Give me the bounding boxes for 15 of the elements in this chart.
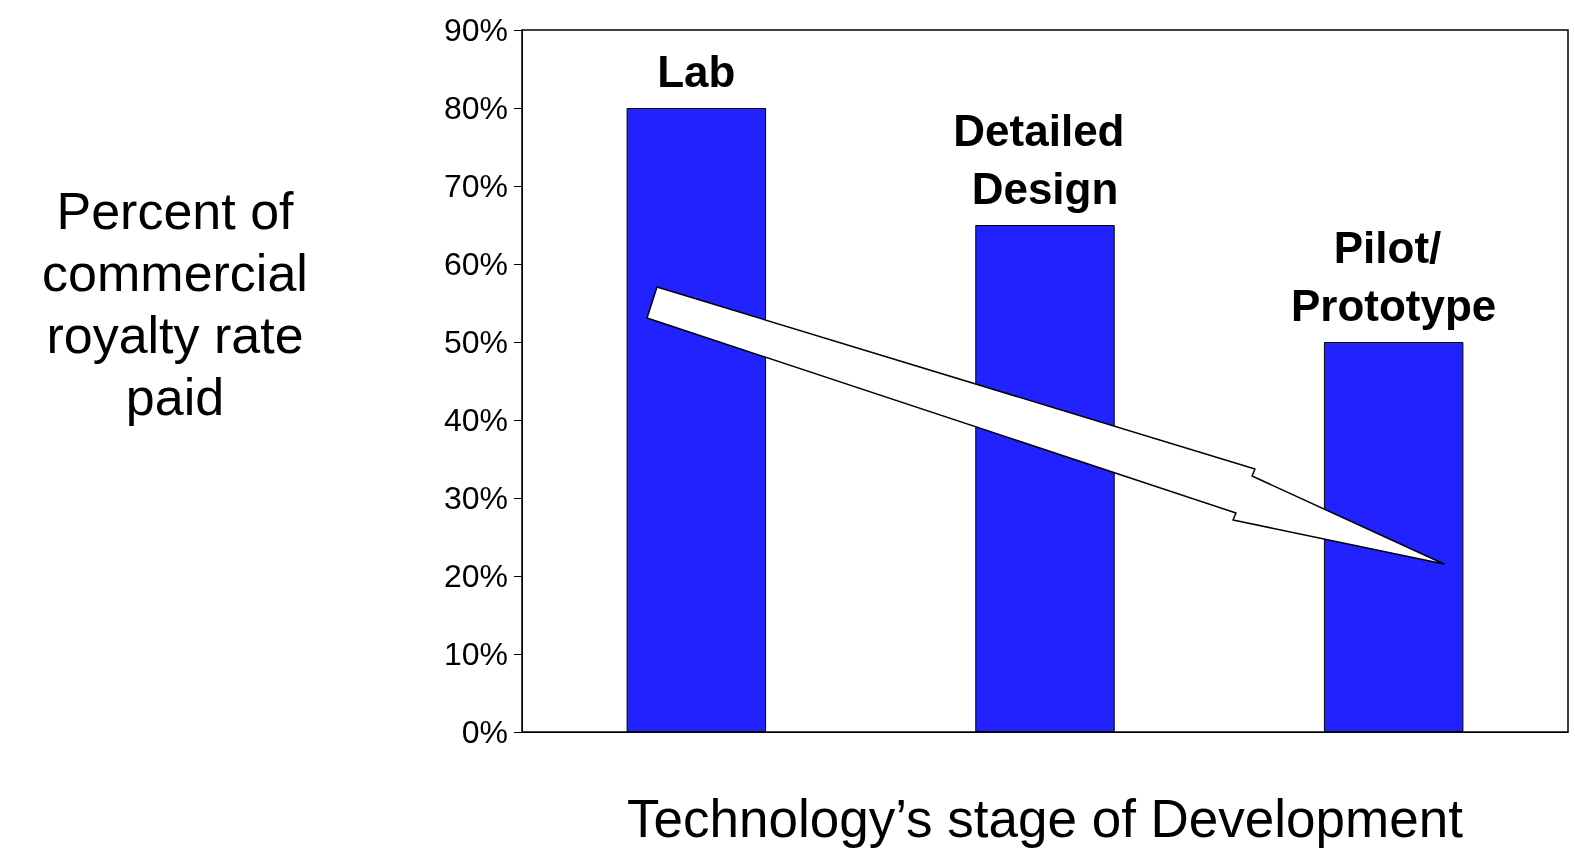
y-tick-label: 40% (443, 402, 508, 438)
x-tick-label: Pilot/ Prototype (1290, 222, 1497, 330)
x-tick-label: Detailed Design (953, 105, 1137, 213)
y-tick-label: 80% (443, 90, 508, 126)
x-tick-label: Lab (657, 46, 736, 96)
y-axis-title: Percent of commercial royalty rate paid (41, 181, 309, 428)
y-tick-label: 20% (443, 558, 508, 594)
y-tick-label: 70% (443, 168, 508, 204)
x-axis-title: Technology’s stage of Development (627, 788, 1463, 849)
y-tick-label: 90% (443, 12, 508, 48)
y-tick-label: 30% (443, 480, 508, 516)
y-tick-label: 60% (443, 246, 508, 282)
y-tick-label: 0% (461, 714, 508, 750)
y-tick-label: 50% (443, 324, 508, 360)
y-tick-label: 10% (443, 636, 508, 672)
